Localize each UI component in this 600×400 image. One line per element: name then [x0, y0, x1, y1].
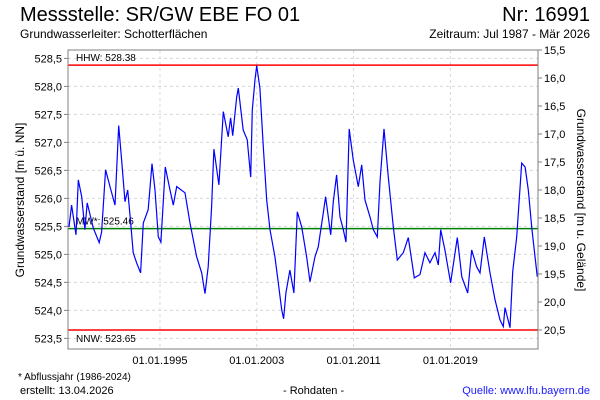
y2-tick-label: 20,0	[544, 297, 565, 309]
footnote: * Abflussjahr (1986-2024)	[18, 372, 131, 383]
x-tick-label: 01.01.2011	[326, 355, 380, 367]
y-axis-label: Grundwasserstand [m ü. NN]	[13, 123, 27, 278]
y-tick-label: 527,5	[34, 109, 62, 121]
station-number: Nr: 16991	[502, 4, 590, 26]
reference-label-mw: MW*: 525.46	[76, 217, 134, 228]
y2-tick-label: 18,5	[544, 213, 565, 225]
y-tick-label: 524,5	[34, 277, 62, 289]
series-line-groundwater	[68, 65, 538, 329]
y2-axis-label: Grundwasserstand [m u. Gelände]	[574, 109, 588, 292]
source-link[interactable]: Quelle: www.lfu.bayern.de	[462, 385, 590, 397]
y2-tick-label: 19,5	[544, 269, 565, 281]
period-label: Zeitraum: Jul 1987 - Mär 2026	[429, 27, 590, 41]
data-type-label: - Rohdaten -	[283, 385, 345, 397]
axes: 523,5 524,0 524,5 525,0 525,5 526,0 526,5 527,0…	[34, 45, 565, 367]
y-tick-label: 528,5	[34, 53, 62, 65]
station-title: Messstelle: SR/GW EBE FO 01	[20, 4, 301, 26]
x-tick-label: 01.01.1995	[132, 355, 187, 367]
y2-tick-label: 16,0	[544, 73, 565, 85]
y-tick-label: 523,5	[34, 333, 62, 345]
y-tick-label: 525,0	[34, 249, 62, 261]
created-date: erstellt: 13.04.2026	[20, 385, 114, 397]
y2-tick-label: 19,0	[544, 241, 565, 253]
reference-label-nnw: NNW: 523.65	[76, 334, 136, 345]
y-tick-label: 526,5	[34, 165, 62, 177]
x-tick-label: 01.01.2019	[423, 355, 478, 367]
y-tick-label: 528,0	[34, 81, 62, 93]
y-tick-label: 527,0	[34, 137, 62, 149]
y2-tick-label: 20,5	[544, 325, 565, 337]
x-tick-label: 01.01.2003	[229, 355, 284, 367]
y2-tick-label: 15,5	[544, 45, 565, 57]
plot-frame	[67, 49, 539, 350]
y2-tick-label: 16,5	[544, 101, 565, 113]
reference-label-hhw: HHW: 528.38	[76, 53, 136, 64]
y2-tick-label: 17,5	[544, 157, 565, 169]
y-tick-label: 526,0	[34, 193, 62, 205]
aquifer-label: Grundwasserleiter: Schotterflächen	[20, 27, 208, 41]
y-tick-label: 525,5	[34, 221, 62, 233]
y2-tick-label: 17,0	[544, 129, 565, 141]
grid	[68, 50, 538, 349]
y2-tick-label: 18,0	[544, 185, 565, 197]
reference-lines: HHW: 528.38 MW*: 525.46 NNW: 523.65	[68, 53, 538, 345]
y-tick-label: 524,0	[34, 305, 62, 317]
